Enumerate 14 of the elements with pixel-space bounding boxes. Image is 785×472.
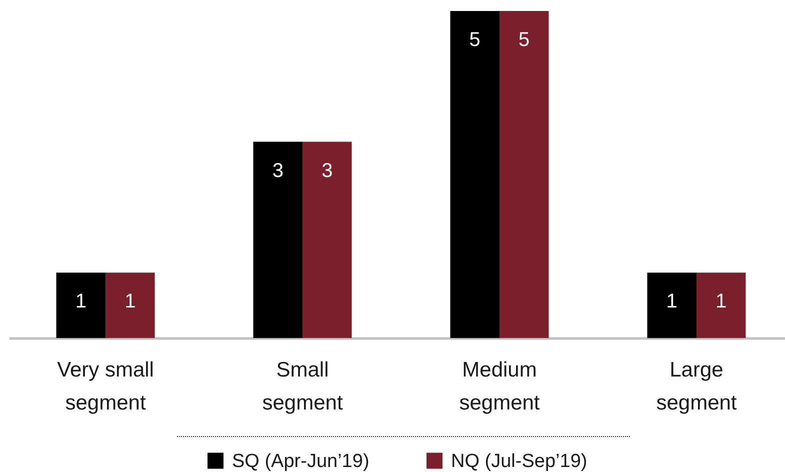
data-label: 3	[272, 160, 284, 182]
data-label: 1	[666, 290, 678, 313]
data-label: 5	[518, 29, 530, 51]
data-label: 1	[124, 290, 136, 313]
data-label: 1	[716, 290, 727, 313]
data-label: 5	[469, 29, 480, 51]
x-tick-label: Large segment	[656, 358, 737, 414]
x-tick-label: Very small segment	[57, 358, 154, 414]
data-label: 3	[322, 160, 333, 182]
data-label: 1	[75, 290, 86, 313]
legend-label: SQ (Apr-Jun’19)	[232, 450, 370, 472]
legend-label: NQ (Jul-Sep’19)	[451, 450, 588, 472]
x-tick-label: Medium segment	[459, 358, 540, 414]
x-tick-label: Small segment	[262, 358, 343, 414]
